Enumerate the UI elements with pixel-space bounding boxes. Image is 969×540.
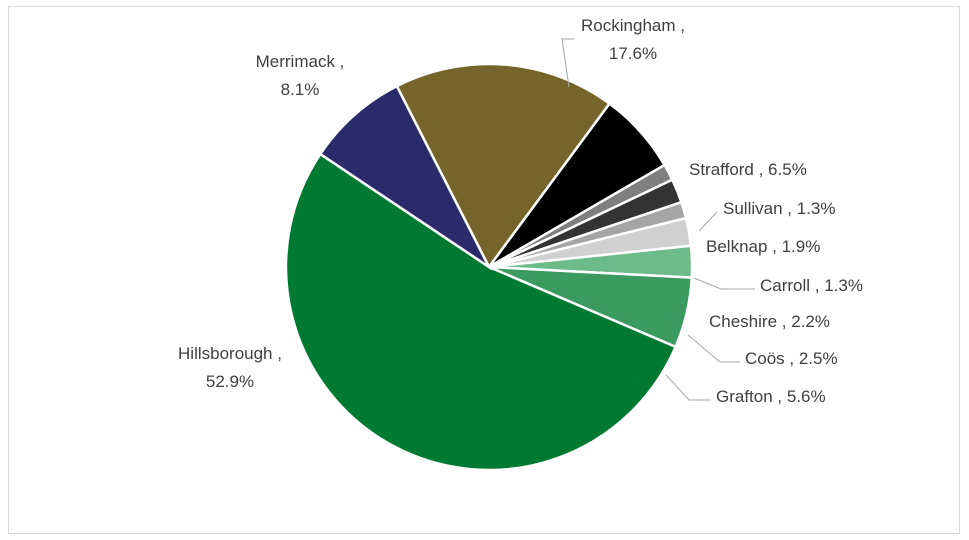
- pie-slice-rockingham: [395, 62, 612, 270]
- slices-layer: [284, 62, 694, 472]
- data-label-merrimack-value: 8.1%: [281, 80, 320, 99]
- data-label-hillsborough-value: 52.9%: [206, 372, 254, 391]
- data-label-sullivan: Sullivan , 1.3%: [723, 199, 835, 218]
- data-label-belknap: Belknap , 1.9%: [706, 237, 820, 256]
- data-label-rockingham-value: 17.6%: [609, 44, 657, 63]
- data-label-coos: Coös , 2.5%: [745, 349, 838, 368]
- leader-line-carroll: [693, 277, 755, 290]
- data-label-strafford: Strafford , 6.5%: [689, 160, 807, 179]
- data-label-carroll: Carroll , 1.3%: [760, 276, 863, 295]
- labels-layer: Rockingham , 17.6% Strafford , 6.5% Sulliva…: [178, 16, 863, 406]
- data-label-cheshire: Cheshire , 2.2%: [709, 312, 830, 331]
- leader-line-rockingham: [561, 38, 574, 88]
- data-label-hillsborough-name: Hillsborough ,: [178, 344, 282, 363]
- data-label-grafton: Grafton , 5.6%: [716, 387, 826, 406]
- data-label-merrimack-name: Merrimack ,: [256, 52, 345, 71]
- leader-lines-layer: [561, 38, 755, 401]
- pie-chart: Rockingham , 17.6% Strafford , 6.5% Sulliva…: [178, 16, 863, 472]
- chart-frame: Rockingham , 17.6% Strafford , 6.5% Sulliva…: [8, 6, 960, 534]
- leader-line-coos: [687, 334, 740, 363]
- leader-line-sullivan: [698, 211, 718, 232]
- pie-slice-hillsborough: [284, 152, 678, 472]
- pie-slice-merrimack: [318, 84, 493, 271]
- data-label-rockingham-name: Rockingham ,: [581, 16, 685, 35]
- leader-line-grafton: [665, 374, 711, 401]
